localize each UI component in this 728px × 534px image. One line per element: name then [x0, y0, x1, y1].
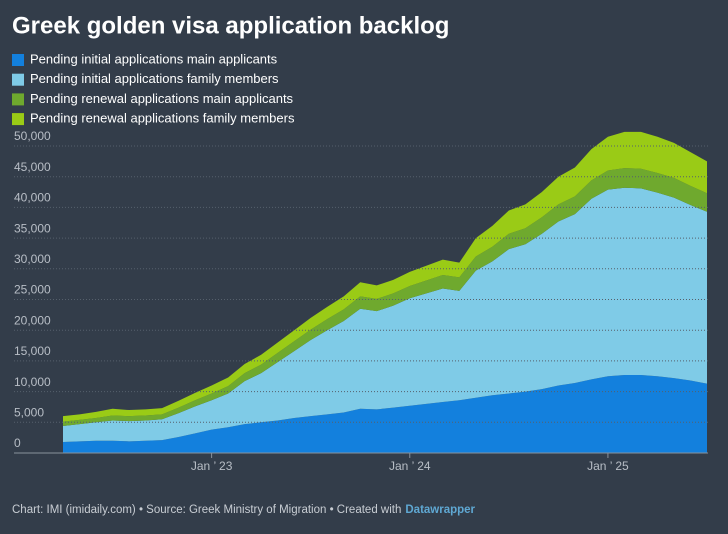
- x-tick-label: Jan ’ 23: [191, 459, 233, 473]
- y-tick-label: 0: [14, 436, 21, 450]
- plot-area: [63, 131, 707, 453]
- area: [63, 187, 707, 442]
- legend-label: Pending renewal applications family memb…: [30, 111, 295, 126]
- footer-brand: Datawrapper: [405, 504, 475, 516]
- y-tick-label: 25,000: [14, 283, 51, 297]
- y-tick-label: 40,000: [14, 191, 51, 205]
- area: [63, 375, 707, 453]
- legend-swatch: [12, 54, 24, 66]
- x-tick-label: Jan ’ 25: [587, 459, 629, 473]
- y-tick-label: 20,000: [14, 313, 51, 327]
- y-tick-label: 5,000: [14, 405, 44, 419]
- y-tick-label: 15,000: [14, 344, 51, 358]
- x-tick-label: Jan ’ 24: [389, 459, 431, 473]
- y-tick-label: 45,000: [14, 160, 51, 174]
- legend-swatch: [12, 93, 24, 106]
- y-tick-label: 50,000: [14, 129, 51, 143]
- legend-swatch: [12, 113, 24, 126]
- legend-label: Pending initial applications main applic…: [30, 51, 278, 66]
- y-tick-label: 35,000: [14, 221, 51, 235]
- legend-swatch: [12, 73, 24, 86]
- footer-text: Chart: IMI (imidaily.com) • Source: Gree…: [12, 504, 401, 516]
- legend-label: Pending initial applications family memb…: [30, 71, 279, 86]
- y-tick-label: 30,000: [14, 252, 51, 266]
- chart-title: Greek golden visa application backlog: [12, 12, 449, 39]
- area: [63, 131, 707, 422]
- y-tick-label: 10,000: [14, 375, 51, 389]
- legend-label: Pending renewal applications main applic…: [30, 91, 294, 106]
- area: [63, 168, 707, 426]
